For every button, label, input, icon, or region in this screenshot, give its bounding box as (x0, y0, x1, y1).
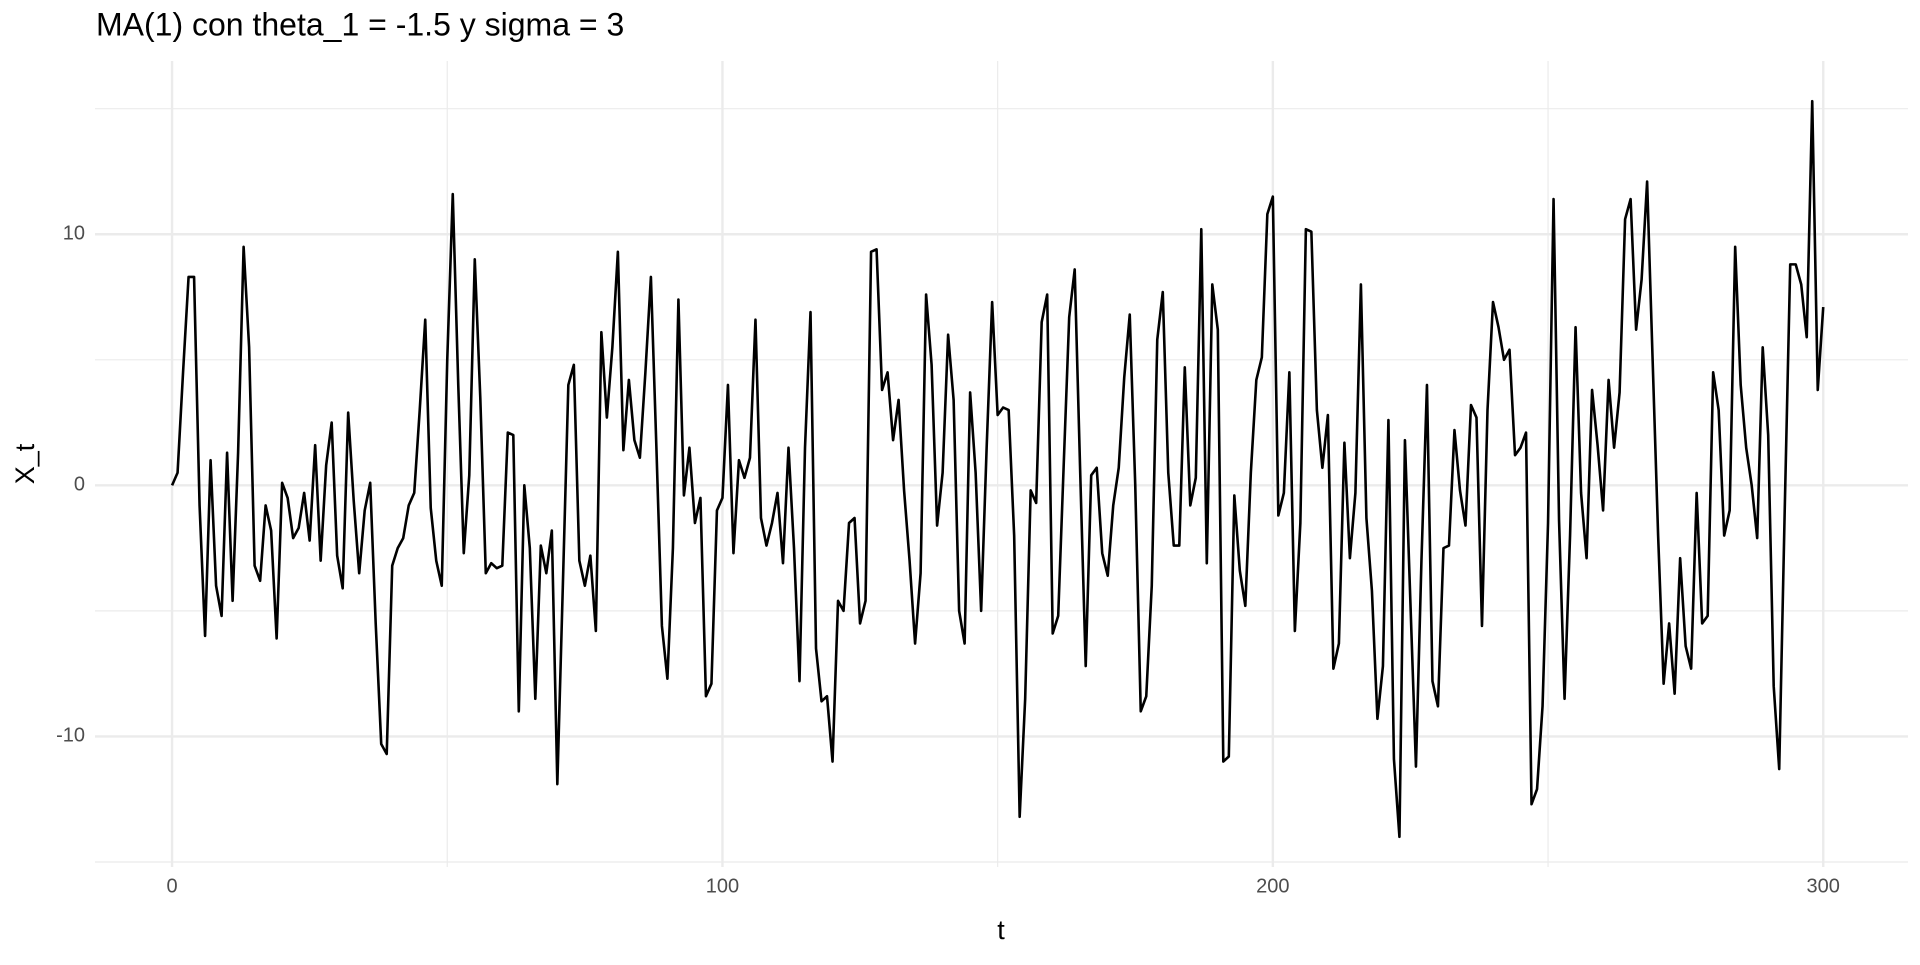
line-series (170, 99, 1825, 839)
y-tick-label: 10 (63, 223, 85, 245)
y-axis-title: X_t (10, 443, 40, 484)
y-tick-label: -10 (56, 725, 85, 747)
chart-title: MA(1) con theta_1 = -1.5 y sigma = 3 (96, 6, 624, 42)
y-tick-label: 0 (74, 474, 85, 496)
x-tick-label: 100 (706, 875, 739, 897)
x-tick-label: 0 (166, 875, 177, 897)
x-tick-label: 300 (1807, 875, 1840, 897)
x-tick-label: 200 (1256, 875, 1289, 897)
x-axis-title: t (997, 915, 1005, 945)
